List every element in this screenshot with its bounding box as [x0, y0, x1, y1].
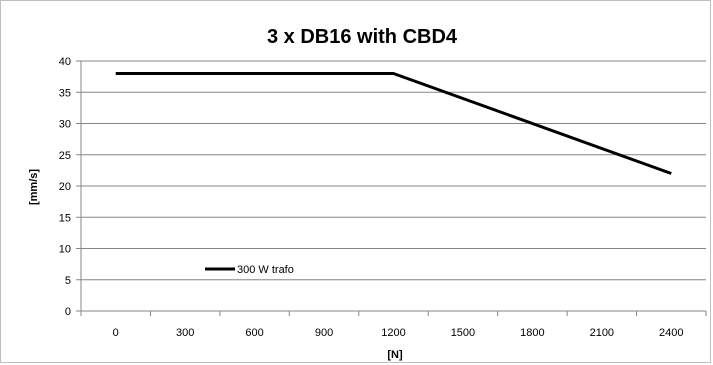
- x-tick-label: 300: [176, 327, 194, 339]
- y-axis-label: [mm/s]: [28, 169, 40, 205]
- x-tick-label: 0: [113, 327, 119, 339]
- gridlines: [81, 60, 706, 281]
- x-tick-label: 2100: [590, 327, 614, 339]
- legend: 300 W trafo: [205, 264, 294, 276]
- x-tick-label: 2400: [659, 327, 683, 339]
- x-tick-labels: 0 300 600 900 1200 1500 1800 2100 2400: [113, 327, 684, 339]
- x-tick-label: 600: [245, 327, 263, 339]
- x-tick-label: 1500: [451, 327, 475, 339]
- series: [115, 72, 672, 175]
- series-line-0: [115, 72, 672, 175]
- y-tick-label: 40: [59, 56, 71, 68]
- chart-title: 3 x DB16 with CBD4: [267, 26, 458, 48]
- x-tick-label: 900: [315, 327, 333, 339]
- y-tick-label: 10: [59, 244, 71, 256]
- legend-label: 300 W trafo: [237, 264, 294, 276]
- y-tick-labels: 0 5 10 15 20 25 30 35 40: [59, 56, 71, 318]
- y-tick-label: 15: [59, 212, 71, 224]
- y-tick-label: 35: [59, 87, 71, 99]
- y-tick-label: 0: [65, 306, 71, 318]
- y-tick-label: 25: [59, 150, 71, 162]
- x-axis-label: [N]: [387, 349, 403, 361]
- y-tick-label: 5: [65, 275, 71, 287]
- y-tick-label: 20: [59, 181, 71, 193]
- x-tick-label: 1200: [381, 327, 405, 339]
- y-tick-label: 30: [59, 119, 71, 131]
- axes: [76, 60, 707, 316]
- x-tick-label: 1800: [520, 327, 544, 339]
